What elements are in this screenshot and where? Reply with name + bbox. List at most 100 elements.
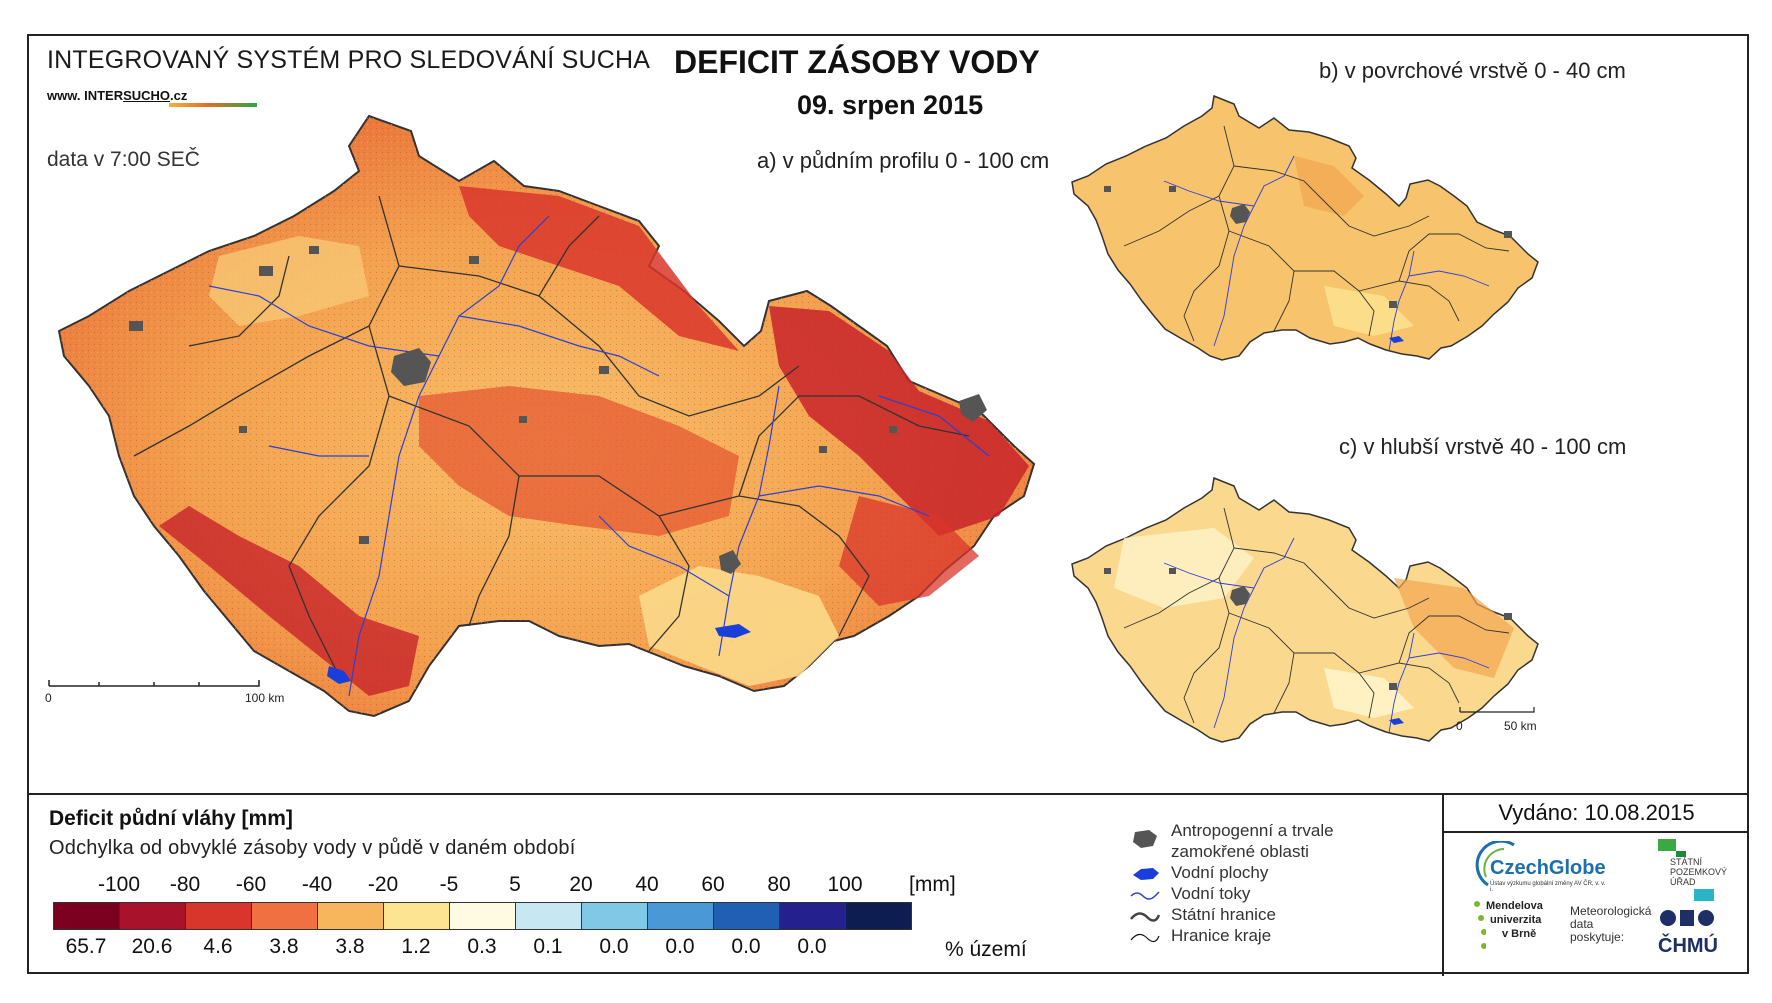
url-mid: SUCHO xyxy=(123,88,171,103)
legend-swatch xyxy=(515,902,582,930)
legend-tick: 100 xyxy=(827,873,863,896)
meteo-data-text: Meteorologická data poskytuje: xyxy=(1570,905,1651,944)
urban-ostrava xyxy=(959,394,987,422)
mendel-dots-icon xyxy=(1474,901,1486,949)
legend-percent: 0.3 xyxy=(467,935,497,958)
meteo-line2: data xyxy=(1570,917,1594,931)
symbol-region-border: Hranice kraje xyxy=(1129,926,1334,947)
chmu-mark-icon xyxy=(1660,910,1714,926)
map-b xyxy=(1071,94,1539,361)
deficit-zone-northeast xyxy=(769,306,1029,536)
scale-c-end: 50 km xyxy=(1504,719,1537,733)
url-color-bar xyxy=(169,103,257,107)
legend-swatch xyxy=(581,902,648,930)
rivers-a xyxy=(208,215,990,697)
issued-date: Vydáno: 10.08.2015 xyxy=(1444,795,1749,833)
map-b-label: b) v povrchové vrstvě 0 - 40 cm xyxy=(1319,58,1626,83)
legend-percent: 0.0 xyxy=(665,935,695,958)
mendel-line3: v Brně xyxy=(1502,928,1537,940)
map-c-label: c) v hlubší vrstvě 40 - 100 cm xyxy=(1339,434,1627,459)
legend-swatches xyxy=(53,902,912,930)
water-body-nove-mlyny xyxy=(715,624,751,638)
legend-title: Deficit půdní vláhy [mm] xyxy=(49,807,293,830)
mild-zone-west xyxy=(209,236,369,326)
legend-subtitle: Odchylka od obvyklé zásoby vody v půdě v… xyxy=(49,837,576,859)
legend-swatch xyxy=(251,902,318,930)
symbol-water-bodies-label: Vodní plochy xyxy=(1171,863,1269,882)
legend-percent: 1.2 xyxy=(401,935,431,958)
legend-swatch xyxy=(779,902,846,930)
region-borders xyxy=(133,195,970,677)
meteo-line3: poskytuje: xyxy=(1570,930,1625,944)
legend-swatch xyxy=(53,902,120,930)
legend-swatch xyxy=(449,902,516,930)
issued-box: Vydáno: 10.08.2015 CzechGlobe Ústav výzk… xyxy=(1442,795,1749,976)
spu-accent-icon xyxy=(1694,889,1714,901)
symbol-water-bodies: Vodní plochy xyxy=(1129,863,1334,884)
symbol-state-border-label: Státní hranice xyxy=(1171,905,1276,924)
deficit-zone-east xyxy=(839,496,979,606)
urban-area-icon xyxy=(1133,830,1157,848)
legend-tick: -80 xyxy=(169,873,201,896)
legend-swatch xyxy=(119,902,186,930)
legend-swatch xyxy=(317,902,384,930)
system-title: INTEGROVANÝ SYSTÉM PRO SLEDOVÁNÍ SUCHA xyxy=(47,46,651,74)
legend-percent: 4.6 xyxy=(203,935,233,958)
legend-swatch xyxy=(845,902,912,930)
state-border-icon xyxy=(1130,912,1161,922)
legend-percent: 65.7 xyxy=(65,935,107,958)
legend-percent: 0.1 xyxy=(533,935,563,958)
symbol-anthro-line1: Antropogenní a trvale xyxy=(1171,821,1334,840)
symbol-anthro: Antropogenní a trvale xyxy=(1129,821,1334,848)
legend-percentages: 65.7 20.6 4.6 3.8 3.8 1.2 0.3 0.1 0.0 0.… xyxy=(53,935,845,959)
main-date: 09. srpen 2015 xyxy=(797,90,984,120)
spu-mark-icon xyxy=(1658,839,1686,857)
scale-a-end: 100 km xyxy=(245,691,284,705)
symbol-state-border: Státní hranice xyxy=(1129,905,1334,926)
mendel-line2: univerzita xyxy=(1490,914,1542,926)
water-body-icon xyxy=(1133,868,1159,880)
spu-line2: POZEMKOVÝ xyxy=(1670,867,1728,877)
legend-area: Deficit půdní vláhy [mm] Odchylka od obv… xyxy=(29,793,1749,976)
url-suffix: .cz xyxy=(170,88,188,103)
czechglobe-name: CzechGlobe xyxy=(1490,857,1606,879)
symbol-rivers: Vodní toky xyxy=(1129,884,1334,905)
legend-swatch xyxy=(713,902,780,930)
river-icon xyxy=(1130,891,1160,900)
symbol-legend: Antropogenní a trvale zamokřené oblasti … xyxy=(1129,821,1334,947)
legend-tick: -100 xyxy=(97,873,141,896)
spu-text: STÁTNÍ POZEMKOVÝ ÚŘAD xyxy=(1670,857,1727,887)
symbol-anthro-cont: zamokřené oblasti xyxy=(1129,842,1334,863)
urban-praha xyxy=(391,348,431,386)
legend-tick: 20 xyxy=(569,873,593,896)
legend-tick: 5 xyxy=(509,873,521,896)
scale-a-start: 0 xyxy=(45,691,52,705)
legend-tick: 60 xyxy=(701,873,725,896)
legend-tick: -20 xyxy=(367,873,399,896)
meteo-line1: Meteorologická xyxy=(1570,904,1652,918)
scale-bar-c xyxy=(1459,707,1535,713)
legend-swatch xyxy=(185,902,252,930)
deficit-zone-north xyxy=(459,186,739,351)
legend-unit: [mm] xyxy=(909,873,956,896)
spu-logo: STÁTNÍ POZEMKOVÝ ÚŘAD xyxy=(1658,839,1738,901)
map-a-label: a) v půdním profilu 0 - 100 cm xyxy=(757,148,1050,173)
deficit-zone-central xyxy=(419,386,739,536)
main-title: DEFICIT ZÁSOBY VODY xyxy=(674,44,1040,80)
symbol-rivers-label: Vodní toky xyxy=(1171,884,1251,903)
data-time: data v 7:00 SEČ xyxy=(47,148,200,171)
chmu-logo: ČHMÚ xyxy=(1658,935,1718,957)
region-border-icon xyxy=(1130,933,1160,943)
water-body-lipno xyxy=(327,666,351,684)
symbol-region-border-label: Hranice kraje xyxy=(1171,926,1272,945)
legend-percent: 0.0 xyxy=(599,935,629,958)
legend-percent: 3.8 xyxy=(335,935,365,958)
legend-tick: -60 xyxy=(235,873,267,896)
legend-swatch xyxy=(647,902,714,930)
mendel-line1: Mendelova xyxy=(1486,900,1543,912)
legend-tick: -5 xyxy=(439,873,459,896)
website-url[interactable]: www. INTERSUCHO.cz xyxy=(47,88,187,103)
legend-tick: 80 xyxy=(767,873,791,896)
urban-areas-a xyxy=(129,246,987,574)
scale-bar-a xyxy=(48,680,260,687)
